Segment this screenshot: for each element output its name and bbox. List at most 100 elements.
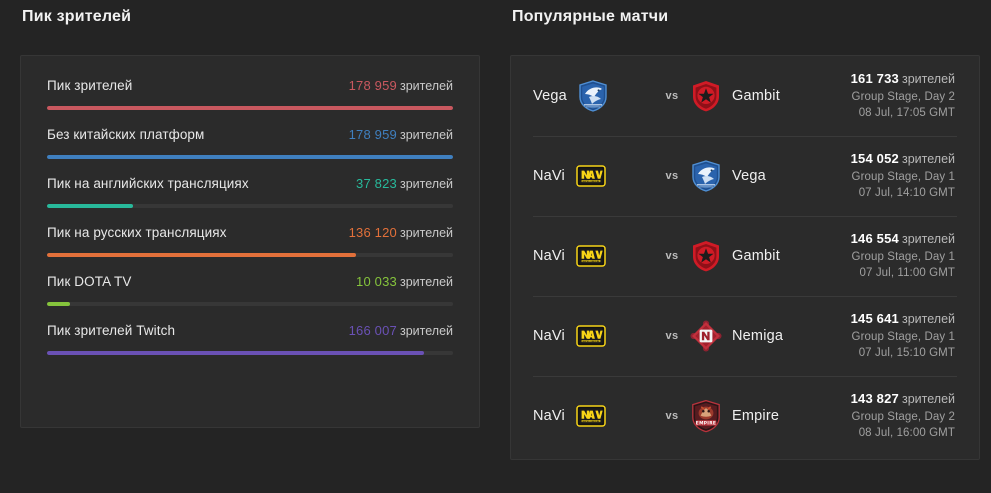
- match-datetime: 07 Jul, 14:10 GMT: [858, 187, 955, 200]
- match-stage: Group Stage, Day 2: [851, 410, 955, 423]
- team-a: Vega: [533, 79, 655, 113]
- gambit-logo: [693, 241, 719, 272]
- team-b-name: Nemiga: [732, 328, 784, 344]
- stat-bar-fill: [47, 204, 133, 208]
- match-datetime: 08 Jul, 17:05 GMT: [858, 107, 955, 120]
- match-viewers: 146 554 зрителей: [851, 230, 955, 249]
- stat-bar-track: [47, 106, 453, 110]
- stat-bar-track: [47, 253, 453, 257]
- stat-label: Пик DOTA TV: [47, 274, 132, 289]
- vs-label: vs: [665, 250, 679, 262]
- navi-logo: NATUS VINCERE: [576, 165, 606, 187]
- match-stage: Group Stage, Day 1: [851, 170, 955, 183]
- match-datetime: 07 Jul, 15:10 GMT: [858, 347, 955, 360]
- team-b-name: Gambit: [732, 248, 780, 264]
- team-a-name: Vega: [533, 88, 567, 104]
- stat-bar-track: [47, 351, 453, 355]
- stat-unit: зрителей: [399, 79, 453, 93]
- stat-unit: зрителей: [399, 324, 453, 338]
- match-viewers-number: 154 052: [850, 150, 899, 166]
- stat-unit: зрителей: [399, 177, 453, 191]
- match-row[interactable]: Vega vs Gambit 161 733 зрител: [533, 56, 957, 136]
- match-viewers-unit: зрителей: [901, 311, 955, 326]
- match-stage: Group Stage, Day 2: [851, 90, 955, 103]
- stat-number: 10 033: [356, 274, 397, 289]
- team-a-name: NaVi: [533, 328, 565, 344]
- gambit-logo: [693, 81, 719, 112]
- svg-text:EMPIRE: EMPIRE: [696, 420, 716, 426]
- stat-number: 136 120: [348, 225, 397, 240]
- stat-header: Пик DOTA TV 10 033 зрителей: [47, 274, 453, 289]
- stat-bar-fill: [47, 351, 424, 355]
- match-meta: 146 554 зрителей Group Stage, Day 1 07 Ju…: [851, 230, 957, 282]
- peak-viewers-panel: Пик зрителей 178 959 зрителей Без китайск…: [20, 55, 480, 428]
- navi-logo: NATUS VINCERE: [576, 405, 606, 427]
- team-b-name: Gambit: [732, 88, 780, 104]
- match-list: Vega vs Gambit 161 733 зрител: [511, 56, 979, 456]
- stat-row: Пик зрителей 178 959 зрителей: [47, 78, 453, 110]
- peak-viewers-heading: Пик зрителей: [22, 8, 132, 25]
- stat-label: Пик зрителей Twitch: [47, 323, 176, 338]
- vs-label: vs: [665, 90, 679, 102]
- stat-value: 136 120 зрителей: [349, 225, 453, 240]
- stat-header: Без китайских платформ 178 959 зрителей: [47, 127, 453, 142]
- svg-text:NATUS VINCERE: NATUS VINCERE: [583, 181, 601, 183]
- stat-header: Пик на английских трансляциях 37 823 зрит…: [47, 176, 453, 191]
- stat-list: Пик зрителей 178 959 зрителей Без китайск…: [21, 56, 479, 355]
- match-row[interactable]: NaVi NATUS VINCERE vs Gambit: [533, 216, 957, 296]
- stat-number: 178 959: [348, 127, 397, 142]
- svg-text:NATUS VINCERE: NATUS VINCERE: [583, 341, 601, 343]
- match-viewers-number: 145 641: [850, 310, 899, 326]
- match-viewers-number: 161 733: [850, 70, 899, 86]
- stat-row: Без китайских платформ 178 959 зрителей: [47, 127, 453, 159]
- stat-unit: зрителей: [399, 226, 453, 240]
- match-viewers: 145 641 зрителей: [851, 310, 955, 329]
- match-meta: 145 641 зрителей Group Stage, Day 1 07 Ju…: [851, 310, 957, 362]
- stat-number: 37 823: [356, 176, 397, 191]
- stat-bar-track: [47, 155, 453, 159]
- stat-value: 166 007 зрителей: [349, 323, 453, 338]
- team-b: Nemiga: [689, 319, 839, 353]
- svg-text:NATUS VINCERE: NATUS VINCERE: [583, 421, 601, 423]
- match-row[interactable]: NaVi NATUS VINCERE vs: [533, 376, 957, 456]
- stat-bar-track: [47, 302, 453, 306]
- stat-bar-fill: [47, 155, 453, 159]
- stat-value: 178 959 зрителей: [349, 127, 453, 142]
- match-viewers-unit: зрителей: [901, 151, 955, 166]
- team-b: Gambit: [689, 239, 839, 273]
- stat-number: 166 007: [348, 323, 397, 338]
- stat-value: 37 823 зрителей: [356, 176, 453, 191]
- stat-bar-fill: [47, 106, 453, 110]
- navi-logo: NATUS VINCERE: [576, 245, 606, 267]
- match-row[interactable]: NaVi NATUS VINCERE vs: [533, 136, 957, 216]
- match-viewers: 161 733 зрителей: [851, 70, 955, 89]
- team-b-name: Empire: [732, 408, 780, 424]
- stat-label: Без китайских платформ: [47, 127, 205, 142]
- match-viewers-number: 146 554: [850, 230, 899, 246]
- stat-header: Пик зрителей Twitch 166 007 зрителей: [47, 323, 453, 338]
- stat-label: Пик зрителей: [47, 78, 133, 93]
- match-viewers-unit: зрителей: [901, 391, 955, 406]
- stat-row: Пик на английских трансляциях 37 823 зрит…: [47, 176, 453, 208]
- match-viewers-unit: зрителей: [901, 71, 955, 86]
- stat-bar-fill: [47, 302, 70, 306]
- team-a: NaVi NATUS VINCERE: [533, 319, 655, 353]
- stat-bar-fill: [47, 253, 356, 257]
- match-viewers: 143 827 зрителей: [851, 390, 955, 409]
- team-b: Vega: [689, 159, 839, 193]
- stat-unit: зрителей: [399, 275, 453, 289]
- vs-label: vs: [665, 170, 679, 182]
- match-viewers-number: 143 827: [850, 390, 899, 406]
- match-row[interactable]: NaVi NATUS VINCERE vs: [533, 296, 957, 376]
- match-meta: 154 052 зрителей Group Stage, Day 1 07 Ju…: [851, 150, 957, 202]
- stat-row: Пик зрителей Twitch 166 007 зрителей: [47, 323, 453, 355]
- popular-matches-panel: Vega vs Gambit 161 733 зрител: [510, 55, 980, 460]
- vega-logo: [692, 160, 720, 192]
- stat-row: Пик на русских трансляциях 136 120 зрител…: [47, 225, 453, 257]
- match-datetime: 07 Jul, 11:00 GMT: [859, 267, 955, 280]
- match-meta: 161 733 зрителей Group Stage, Day 2 08 Ju…: [851, 70, 957, 122]
- team-a: NaVi NATUS VINCERE: [533, 399, 655, 433]
- stat-value: 178 959 зрителей: [349, 78, 453, 93]
- match-datetime: 08 Jul, 16:00 GMT: [858, 427, 955, 440]
